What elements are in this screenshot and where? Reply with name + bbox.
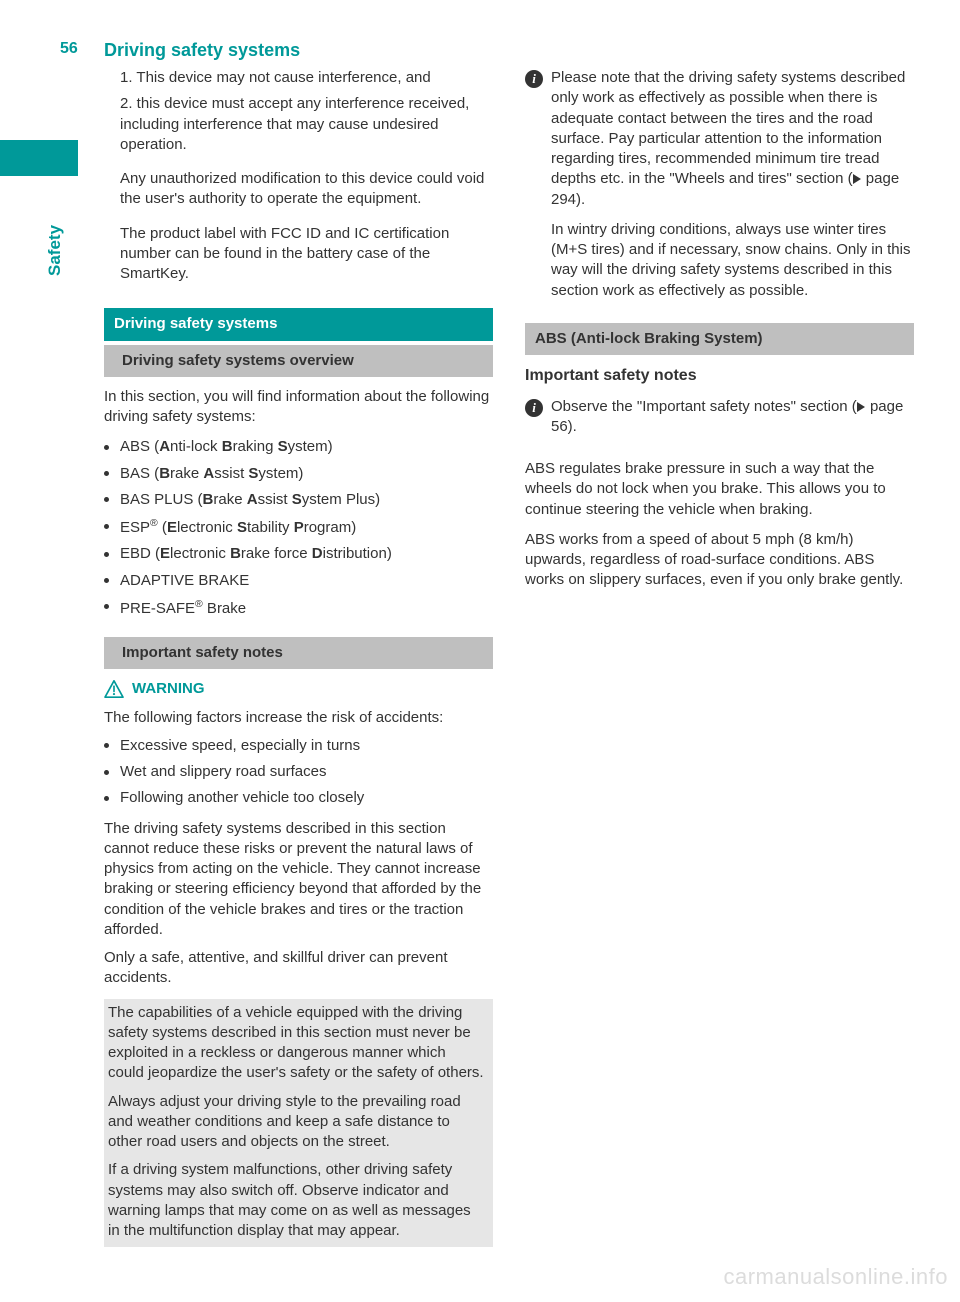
list-item: Following another vehicle too closely <box>104 788 493 808</box>
list-item-adaptive: ADAPTIVE BRAKE <box>104 571 493 591</box>
abs-p1: ABS regulates brake pressure in such a w… <box>525 459 914 520</box>
box-p3: If a driving system malfunctions, other … <box>106 1160 487 1241</box>
numbered-block: 1. This device may not cause interferenc… <box>104 68 493 155</box>
page-title: Driving safety systems <box>104 38 300 62</box>
numbered-item-2: 2. this device must accept any interfere… <box>120 94 493 155</box>
warning-risk-list: Excessive speed, especially in turns Wet… <box>104 736 493 809</box>
gray-note-box: The capabilities of a vehicle equipped w… <box>104 999 493 1248</box>
info-block-tires: i Please note that the driving safety sy… <box>525 68 914 311</box>
section-bar-driving-safety: Driving safety systems <box>104 308 493 340</box>
abs-p2: ABS works from a speed of about 5 mph (8… <box>525 530 914 591</box>
para-product-label: The product label with FCC ID and IC cer… <box>104 224 493 285</box>
list-item-presafe: PRE-SAFE® Brake <box>104 597 493 619</box>
list-item-bas: BAS (Brake Assist System) <box>104 464 493 484</box>
info-p2: In wintry driving conditions, always use… <box>551 220 914 301</box>
info-block-observe: i Observe the "Important safety notes" s… <box>525 397 914 448</box>
info-icon: i <box>525 399 543 417</box>
numbered-item-1: 1. This device may not cause interferenc… <box>120 68 493 88</box>
reference-triangle-icon <box>853 174 861 184</box>
para-modification: Any unauthorized modification to this de… <box>104 169 493 210</box>
list-item-esp: ESP® (Electronic Stability Program) <box>104 516 493 538</box>
list-item-ebd: EBD (Electronic Brake force Distribution… <box>104 544 493 564</box>
warning-heading: WARNING <box>104 679 493 699</box>
reference-triangle-icon <box>857 402 865 412</box>
info-text: Please note that the driving safety syst… <box>551 68 914 311</box>
section-bar-important-notes: Important safety notes <box>104 637 493 669</box>
info-observe: Observe the "Important safety notes" sec… <box>551 397 914 438</box>
overview-intro: In this section, you will find informati… <box>104 387 493 428</box>
warning-p2: Only a safe, attentive, and skillful dri… <box>104 948 493 989</box>
list-item-abs: ABS (Anti-lock Braking System) <box>104 437 493 457</box>
box-p1: The capabilities of a vehicle equipped w… <box>106 1003 487 1084</box>
watermark: carmanualsonline.info <box>723 1262 948 1292</box>
warning-intro: The following factors increase the risk … <box>104 708 493 728</box>
side-tab-marker <box>0 140 78 176</box>
info-icon: i <box>525 70 543 88</box>
list-item-bas-plus: BAS PLUS (Brake Assist System Plus) <box>104 490 493 510</box>
page-number: 56 <box>60 38 78 60</box>
abs-subheading: Important safety notes <box>525 365 914 387</box>
warning-block: The following factors increase the risk … <box>104 708 493 989</box>
warning-triangle-icon <box>104 680 124 698</box>
list-item: Wet and slippery road surfaces <box>104 762 493 782</box>
warning-label: WARNING <box>132 679 205 699</box>
list-item: Excessive speed, especially in turns <box>104 736 493 756</box>
info-text: Observe the "Important safety notes" sec… <box>551 397 914 448</box>
info-p1: Please note that the driving safety syst… <box>551 68 914 210</box>
section-bar-abs: ABS (Anti-lock Braking System) <box>525 323 914 355</box>
systems-list: ABS (Anti-lock Braking System) BAS (Brak… <box>104 437 493 619</box>
section-bar-overview: Driving safety systems overview <box>104 345 493 377</box>
warning-p1: The driving safety systems described in … <box>104 819 493 941</box>
box-p2: Always adjust your driving style to the … <box>106 1092 487 1153</box>
content-area: 1. This device may not cause interferenc… <box>104 68 914 1262</box>
side-tab-label: Safety <box>44 225 67 276</box>
